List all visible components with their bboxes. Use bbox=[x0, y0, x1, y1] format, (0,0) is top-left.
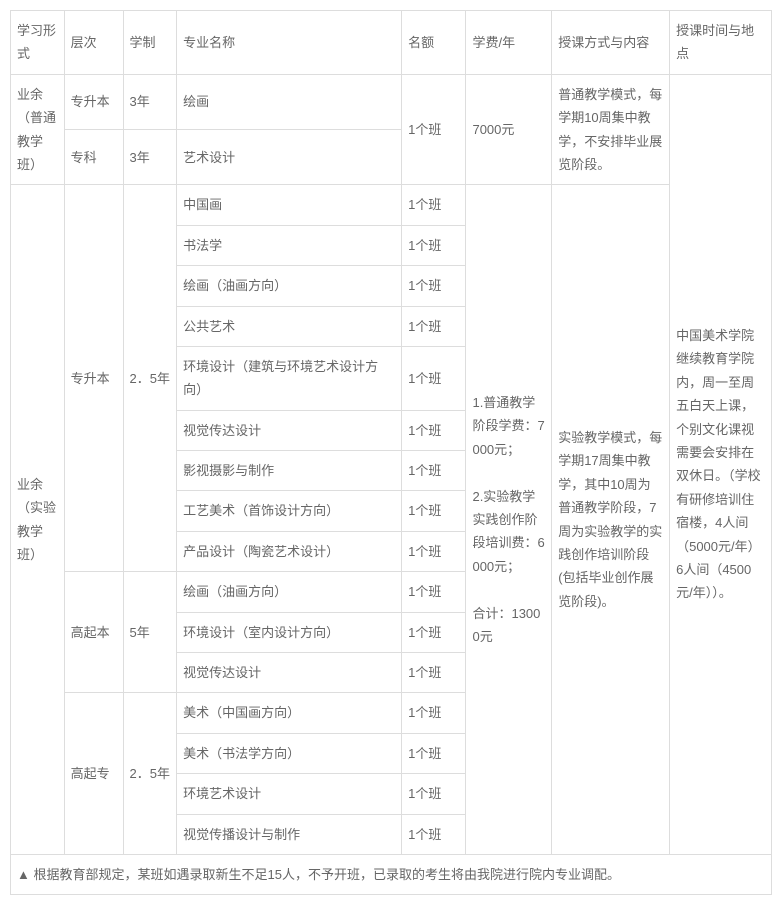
col-header-quota: 名额 bbox=[402, 11, 466, 75]
cell-tuition: 7000元 bbox=[466, 74, 552, 185]
cell-major: 艺术设计 bbox=[177, 130, 402, 185]
cell-quota: 1个班 bbox=[402, 410, 466, 450]
cell-major: 视觉传播设计与制作 bbox=[177, 814, 402, 854]
cell-level: 高起本 bbox=[64, 572, 123, 693]
cell-major: 视觉传达设计 bbox=[177, 653, 402, 693]
col-header-tuition: 学费/年 bbox=[466, 11, 552, 75]
tuition-line: 1.普通教学阶段学费：7000元； bbox=[472, 391, 545, 461]
cell-quota: 1个班 bbox=[402, 266, 466, 306]
tuition-line bbox=[472, 578, 545, 601]
cell-study-form: 业余（实验教学班） bbox=[11, 185, 65, 855]
cell-duration: 5年 bbox=[123, 572, 177, 693]
cell-method: 普通教学模式，每学期10周集中教学，不安排毕业展览阶段。 bbox=[552, 74, 670, 185]
cell-level: 高起专 bbox=[64, 693, 123, 855]
cell-quota: 1个班 bbox=[402, 185, 466, 225]
col-header-method: 授课方式与内容 bbox=[552, 11, 670, 75]
cell-quota: 1个班 bbox=[402, 225, 466, 265]
cell-quota: 1个班 bbox=[402, 653, 466, 693]
cell-major: 视觉传达设计 bbox=[177, 410, 402, 450]
cell-quota: 1个班 bbox=[402, 733, 466, 773]
cell-major: 中国画 bbox=[177, 185, 402, 225]
cell-major: 美术（书法学方向） bbox=[177, 733, 402, 773]
footnote-cell: ▲ 根据教育部规定，某班如遇录取新生不足15人，不予开班，已录取的考生将由我院进… bbox=[11, 854, 772, 894]
tuition-line bbox=[472, 461, 545, 484]
cell-major: 绘画（油画方向） bbox=[177, 266, 402, 306]
cell-quota: 1个班 bbox=[402, 814, 466, 854]
col-header-duration: 学制 bbox=[123, 11, 177, 75]
table-row: 业余（实验教学班） 专升本 2．5年 中国画 1个班 1.普通教学阶段学费：70… bbox=[11, 185, 772, 225]
cell-level: 专升本 bbox=[64, 74, 123, 129]
cell-quota: 1个班 bbox=[402, 306, 466, 346]
cell-quota: 1个班 bbox=[402, 693, 466, 733]
cell-major: 工艺美术（首饰设计方向） bbox=[177, 491, 402, 531]
col-header-study-form: 学习形式 bbox=[11, 11, 65, 75]
tuition-line: 合计：13000元 bbox=[472, 602, 545, 649]
cell-tuition: 1.普通教学阶段学费：7000元； 2.实验教学实践创作阶段培训费：6000元；… bbox=[466, 185, 552, 855]
cell-major: 绘画（油画方向） bbox=[177, 572, 402, 612]
curriculum-table: 学习形式 层次 学制 专业名称 名额 学费/年 授课方式与内容 授课时间与地点 … bbox=[10, 10, 772, 895]
cell-quota: 1个班 bbox=[402, 491, 466, 531]
cell-major: 绘画 bbox=[177, 74, 402, 129]
cell-major: 产品设计（陶瓷艺术设计） bbox=[177, 531, 402, 571]
cell-method: 实验教学模式，每学期17周集中教学，其中10周为普通教学阶段，7周为实验教学的实… bbox=[552, 185, 670, 855]
cell-major: 公共艺术 bbox=[177, 306, 402, 346]
cell-quota: 1个班 bbox=[402, 74, 466, 185]
cell-duration: 2．5年 bbox=[123, 185, 177, 572]
cell-duration: 2．5年 bbox=[123, 693, 177, 855]
cell-time-place: 中国美术学院继续教育学院内，周一至周五白天上课，个别文化课视需要会安排在双休日。… bbox=[670, 74, 772, 854]
cell-major: 美术（中国画方向） bbox=[177, 693, 402, 733]
cell-major: 环境艺术设计 bbox=[177, 774, 402, 814]
cell-quota: 1个班 bbox=[402, 531, 466, 571]
cell-study-form: 业余（普通教学班） bbox=[11, 74, 65, 185]
cell-major: 影视摄影与制作 bbox=[177, 451, 402, 491]
table-footnote-row: ▲ 根据教育部规定，某班如遇录取新生不足15人，不予开班，已录取的考生将由我院进… bbox=[11, 854, 772, 894]
col-header-level: 层次 bbox=[64, 11, 123, 75]
cell-quota: 1个班 bbox=[402, 346, 466, 410]
cell-quota: 1个班 bbox=[402, 612, 466, 652]
cell-level: 专升本 bbox=[64, 185, 123, 572]
table-row: 业余（普通教学班） 专升本 3年 绘画 1个班 7000元 普通教学模式，每学期… bbox=[11, 74, 772, 129]
col-header-time-place: 授课时间与地点 bbox=[670, 11, 772, 75]
cell-level: 专科 bbox=[64, 130, 123, 185]
cell-major: 环境设计（室内设计方向） bbox=[177, 612, 402, 652]
cell-duration: 3年 bbox=[123, 130, 177, 185]
cell-major: 书法学 bbox=[177, 225, 402, 265]
cell-duration: 3年 bbox=[123, 74, 177, 129]
tuition-line: 2.实验教学实践创作阶段培训费：6000元； bbox=[472, 485, 545, 579]
cell-quota: 1个班 bbox=[402, 774, 466, 814]
table-header-row: 学习形式 层次 学制 专业名称 名额 学费/年 授课方式与内容 授课时间与地点 bbox=[11, 11, 772, 75]
cell-quota: 1个班 bbox=[402, 572, 466, 612]
col-header-major: 专业名称 bbox=[177, 11, 402, 75]
cell-quota: 1个班 bbox=[402, 451, 466, 491]
cell-major: 环境设计（建筑与环境艺术设计方向） bbox=[177, 346, 402, 410]
